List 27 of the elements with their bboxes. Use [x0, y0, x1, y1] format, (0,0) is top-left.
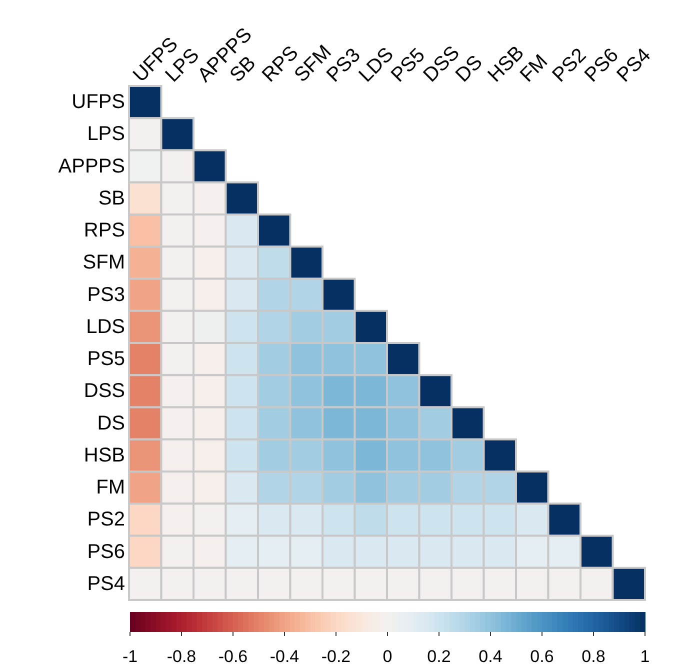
color-bar-label: -0.6 — [218, 647, 248, 666]
color-bar-label: 0.8 — [582, 647, 606, 666]
y-tick-label: PS2 — [87, 508, 125, 531]
y-tick-label: SFM — [82, 252, 125, 274]
color-bar-label: 0 — [382, 647, 392, 666]
color-bar-label: -0.4 — [270, 647, 300, 666]
y-tick-label: LPS — [87, 123, 125, 146]
y-tick-label: PS4 — [87, 572, 125, 595]
y-tick-label: HSB — [84, 444, 125, 466]
y-tick-label: PS5 — [87, 348, 125, 370]
y-tick-label: PS6 — [87, 540, 125, 563]
color-bar-label: -0.2 — [321, 647, 351, 666]
color-bar-label: 0.6 — [530, 647, 554, 666]
y-tick-label: LDS — [86, 316, 125, 338]
y-tick-label: FM — [96, 476, 125, 499]
y-tick-label: APPPS — [58, 155, 125, 178]
color-bar-label: 0.4 — [478, 647, 502, 666]
y-tick-label: RPS — [84, 220, 125, 242]
color-bar-label: 0.2 — [427, 647, 451, 666]
y-tick-label: DSS — [84, 380, 125, 402]
y-tick-label: UFPS — [72, 91, 125, 114]
color-bar-label: -1 — [122, 647, 138, 666]
y-tick-label: DS — [97, 412, 125, 434]
y-tick-label: PS3 — [87, 284, 125, 306]
color-bar-label: 1 — [640, 647, 650, 666]
y-tick-label: SB — [98, 187, 125, 210]
color-bar-label: -0.8 — [166, 647, 196, 666]
